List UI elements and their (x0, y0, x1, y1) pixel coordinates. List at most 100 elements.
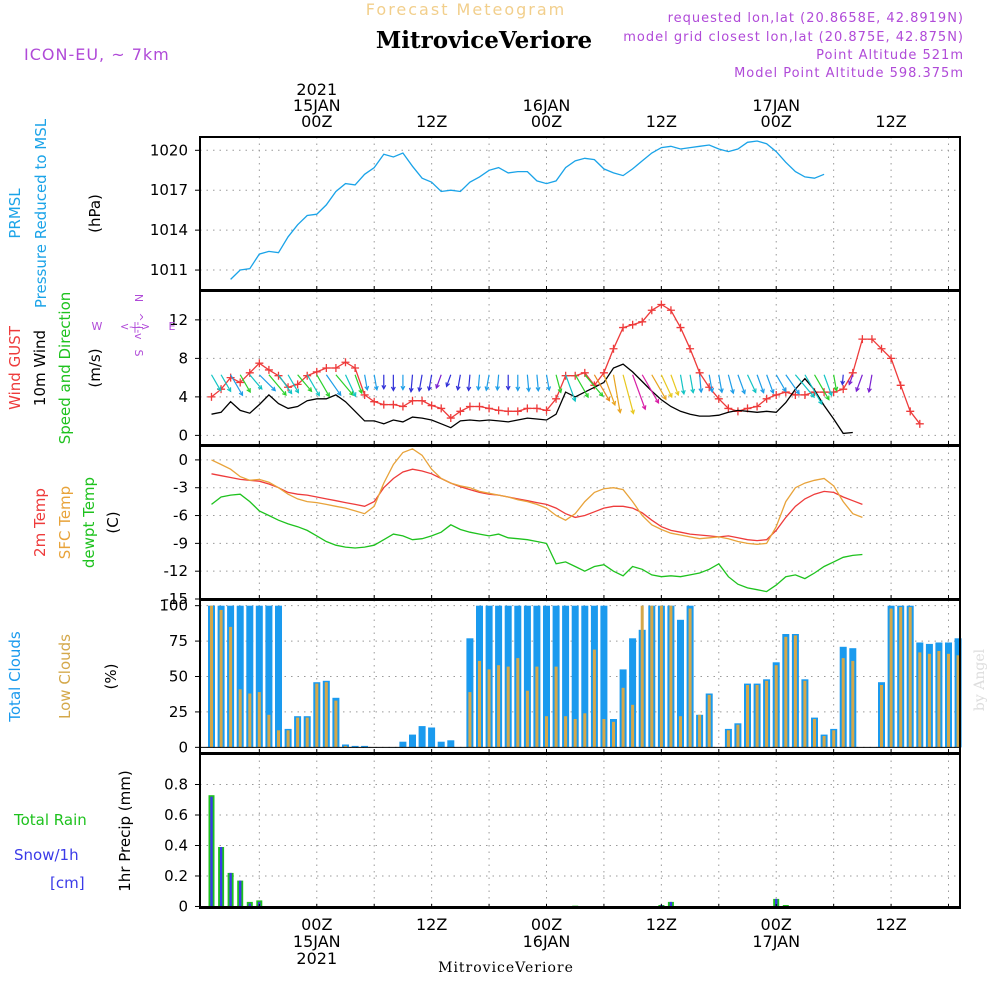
low-cloud-bar (889, 608, 893, 748)
top-time-label: 00Z (531, 112, 562, 131)
wind-arrow (848, 374, 854, 385)
credit-label: by Angel (972, 648, 988, 711)
y-tick-label: -9 (173, 534, 188, 552)
gust-marker (389, 400, 398, 409)
gust-marker (791, 390, 800, 399)
low-cloud-bar (918, 652, 922, 748)
y-tick-label: 1017 (150, 181, 188, 199)
pressure-line (230, 140, 825, 280)
wind-arrow-head (848, 380, 853, 386)
snow-bar (219, 847, 223, 907)
low-cloud-bar (592, 649, 596, 748)
compass-e: E (169, 320, 176, 333)
wind-arrow (485, 374, 490, 391)
wind-arrow-head (325, 392, 330, 398)
wind-arrow-head (718, 388, 724, 394)
low-cloud-bar (478, 660, 481, 748)
gust-line (211, 303, 921, 425)
model-altitude: Model Point Altitude 598.375m (734, 66, 964, 81)
low-cloud-bar (506, 666, 510, 748)
compass-ns: ^-|-v (132, 312, 145, 340)
closest-coords: model grid closest lon,lat (20.875E, 42.… (623, 30, 964, 45)
low-cloud-bar (688, 608, 692, 748)
wind-arrow-head (364, 385, 370, 392)
gust-marker (360, 390, 369, 399)
gust-marker (408, 396, 417, 405)
wind-arrow (545, 374, 550, 391)
gust-marker (887, 354, 896, 363)
snow-bar (239, 880, 242, 907)
wind-arrow (689, 374, 694, 393)
top-time-label: 2021 (296, 80, 337, 99)
y-tick-label: -12 (164, 562, 189, 580)
wind-arrow (775, 374, 787, 392)
wind-arrow-head (381, 385, 387, 391)
snow-bar (775, 898, 778, 907)
gust-marker (714, 394, 723, 403)
wind-arrow-head (287, 389, 293, 395)
low-cloud-bar (621, 687, 625, 748)
low-cloud-bar (334, 700, 338, 748)
gust-marker (418, 396, 427, 405)
wind-arrow (555, 374, 562, 393)
gust-marker (724, 404, 733, 413)
low-cloud-bar (305, 717, 309, 748)
low-cloud-bar (679, 716, 682, 748)
low-cloud-bar (832, 730, 836, 748)
gust-marker (628, 320, 637, 329)
low-cloud-bar (947, 653, 950, 748)
low-cloud-bar (813, 719, 816, 748)
y-tick-label: 0 (178, 738, 188, 756)
total-cloud-bar (543, 605, 550, 748)
gust-marker (485, 404, 494, 413)
wind-arrow-head (238, 391, 244, 397)
pressure-axis-label: PRMSL (6, 188, 24, 239)
wind-axis-label: 10m Wind (31, 330, 49, 406)
total-cloud-bar (236, 605, 244, 748)
total-cloud-bar (428, 727, 436, 748)
low-cloud-bar (238, 689, 242, 748)
total-rain-label: Total Rain (13, 811, 87, 829)
low-cloud-bar (726, 730, 730, 748)
wind-arrow-head (752, 388, 757, 394)
gust-marker (867, 335, 876, 344)
wind-arrow-head (417, 387, 423, 393)
wind-arrow-head (557, 388, 563, 394)
wind-arrow-head (680, 390, 686, 396)
low-cloud-bar (841, 658, 845, 748)
gust-marker (456, 407, 465, 416)
gust-marker (896, 381, 905, 390)
wind-arrow-head (216, 386, 222, 392)
compass-w: W (92, 320, 103, 333)
total-cloud-bar (581, 605, 589, 748)
wind-arrow-head (662, 395, 667, 401)
total-cloud-bar (418, 726, 426, 748)
wind-arrow (277, 374, 293, 394)
low-cloud-bar (784, 636, 788, 748)
frame-layer (195, 136, 961, 909)
wind-arrow (804, 374, 823, 405)
temp2m-line (211, 468, 863, 542)
wind-arrow-head (641, 405, 647, 411)
wind-arrow-head (690, 388, 696, 394)
y-tick-label: 1014 (150, 221, 188, 239)
low-cloud-bar (937, 651, 941, 748)
y-tick-label: 4 (178, 388, 188, 406)
low-cloud-bar (698, 714, 702, 748)
bottom-time-label: 17JAN (752, 932, 800, 951)
wind-arrow (457, 374, 461, 390)
low-cloud-bar (774, 665, 778, 748)
total-cloud-bar (351, 745, 359, 748)
wind-arrow-head (466, 386, 472, 392)
top-time-label: 17JAN (752, 96, 800, 115)
wind-arrow-head (840, 380, 846, 386)
low-cloud-bar (248, 693, 252, 748)
top-time-label: 16JAN (523, 96, 571, 115)
gust-marker (264, 365, 273, 374)
wind-arrow (239, 374, 251, 393)
top-time-label: 12Z (646, 112, 677, 131)
wind-arrow-head (495, 386, 501, 392)
snow-label: Snow/1h (14, 846, 79, 864)
bottom-time-label: 00Z (761, 915, 792, 934)
wind-arrow-head (546, 386, 552, 392)
